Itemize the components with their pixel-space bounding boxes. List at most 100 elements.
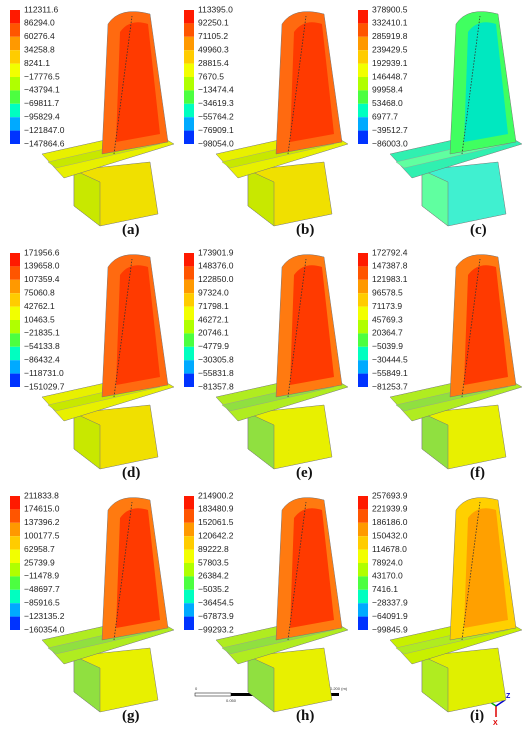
legend-label: 86294.0 — [24, 18, 55, 28]
legend-label: 186186.0 — [372, 517, 408, 527]
scale-segment — [194, 692, 232, 697]
legend-label: −121847.0 — [24, 125, 65, 135]
legend-swatch — [10, 23, 20, 37]
legend-label: −86003.0 — [372, 138, 408, 148]
legend-label: 42762.1 — [24, 301, 55, 311]
legend-label: −98054.0 — [198, 138, 234, 148]
legend-swatch — [10, 589, 20, 604]
panel-label: (b) — [296, 222, 314, 238]
blade-centerline — [461, 258, 481, 398]
legend-label: −95829.4 — [24, 111, 60, 121]
legend-swatch — [184, 63, 194, 77]
legend-swatch — [184, 103, 194, 118]
legend-swatch — [10, 549, 20, 563]
legend-label: 92250.1 — [198, 18, 229, 28]
scale-label: 0.050 — [226, 698, 237, 703]
legend-label: 121983.1 — [372, 274, 408, 284]
blade-root-side — [247, 412, 275, 470]
legend-swatch — [184, 333, 194, 347]
blade-centerline — [287, 501, 307, 641]
legend-swatch — [10, 90, 20, 104]
panel: 172792.4 147387.8 121983.1 96578.5 71173.9 45… — [358, 247, 523, 481]
blade-root-side — [73, 169, 101, 227]
blade — [389, 11, 523, 227]
blade — [41, 254, 175, 470]
blade-centerline — [113, 15, 133, 155]
legend-swatch — [184, 496, 194, 510]
legend-swatch — [10, 117, 20, 131]
panel: 112311.6 86294.0 60276.4 34258.8 8241.1 −1777… — [10, 4, 175, 238]
legend-swatch — [184, 536, 194, 550]
legend-label: 172792.4 — [372, 247, 408, 257]
legend-swatch — [10, 563, 20, 577]
legend-label: −48697.7 — [24, 584, 60, 594]
legend-label: −55764.2 — [198, 111, 234, 121]
panel: 211833.8 174615.0 137396.2 100177.5 62958.7 2… — [10, 490, 175, 724]
legend-swatch — [184, 522, 194, 537]
legend-swatch — [10, 536, 20, 550]
legend-label: 25739.9 — [24, 557, 55, 567]
legend-label: −160354.0 — [24, 624, 65, 634]
legend-label: 20364.7 — [372, 328, 403, 338]
legend-swatch — [358, 50, 368, 64]
legend-swatch — [10, 266, 20, 280]
legend-swatch — [10, 320, 20, 334]
legend-label: −64091.9 — [372, 611, 408, 621]
legend-label: −34619.3 — [198, 98, 234, 108]
legend-swatch — [184, 90, 194, 104]
legend-swatch — [358, 63, 368, 77]
legend-label: 28815.4 — [198, 58, 229, 68]
legend-label: 62958.7 — [24, 544, 55, 554]
legend-label: 99958.4 — [372, 85, 403, 95]
legend-swatch — [184, 306, 194, 320]
legend-swatch — [358, 293, 368, 307]
legend-label: 239429.5 — [372, 44, 408, 54]
legend-label: 137396.2 — [24, 517, 60, 527]
legend-swatch — [358, 509, 368, 523]
legend-label: 46272.1 — [198, 314, 229, 324]
axis-label: Z — [506, 693, 511, 700]
legend-swatch — [358, 77, 368, 91]
blade-centerline — [113, 258, 133, 398]
legend-swatch — [10, 496, 20, 510]
legend-swatch — [358, 496, 368, 510]
legend-label: −17776.5 — [24, 71, 60, 81]
legend-swatch — [10, 103, 20, 118]
legend-label: −11478.9 — [24, 571, 59, 581]
legend-swatch — [358, 266, 368, 280]
legend-label: 173901.9 — [198, 247, 234, 257]
legend-label: 6977.7 — [372, 111, 398, 121]
z-axis-arrow — [495, 699, 506, 707]
legend-swatch — [358, 103, 368, 118]
legend-swatch — [358, 616, 368, 630]
legend-label: −43794.1 — [24, 85, 60, 95]
legend-swatch — [358, 576, 368, 590]
legend-label: −55849.1 — [372, 368, 408, 378]
legend-label: −28337.9 — [372, 597, 408, 607]
legend-label: 75060.8 — [24, 287, 55, 297]
legend-swatch — [10, 603, 20, 617]
legend-label: 8241.1 — [24, 58, 50, 68]
legend-label: 152061.5 — [198, 517, 234, 527]
panel-label: (d) — [122, 465, 140, 481]
legend-label: −13474.4 — [198, 85, 234, 95]
legend-label: 34258.8 — [24, 44, 55, 54]
panel: 214900.2 183480.9 152061.5 120642.2 89222.8 5… — [184, 490, 349, 724]
blade-root-side — [421, 412, 449, 470]
legend-swatch — [184, 320, 194, 334]
legend-swatch — [10, 522, 20, 537]
legend-swatch — [358, 549, 368, 563]
blade-centerline — [287, 15, 307, 155]
legend-swatch — [184, 549, 194, 563]
legend-swatch — [10, 306, 20, 320]
scale-segment — [231, 693, 267, 696]
legend-label: −36454.5 — [198, 597, 234, 607]
legend-label: −54133.8 — [24, 341, 60, 351]
legend-label: 78924.0 — [372, 557, 403, 567]
legend-label: 112311.6 — [24, 4, 58, 14]
legend-swatch — [358, 603, 368, 617]
legend-label: 71173.9 — [372, 301, 402, 311]
legend-swatch — [184, 10, 194, 24]
legend-label: 49960.3 — [198, 44, 229, 54]
legend-swatch — [358, 10, 368, 24]
